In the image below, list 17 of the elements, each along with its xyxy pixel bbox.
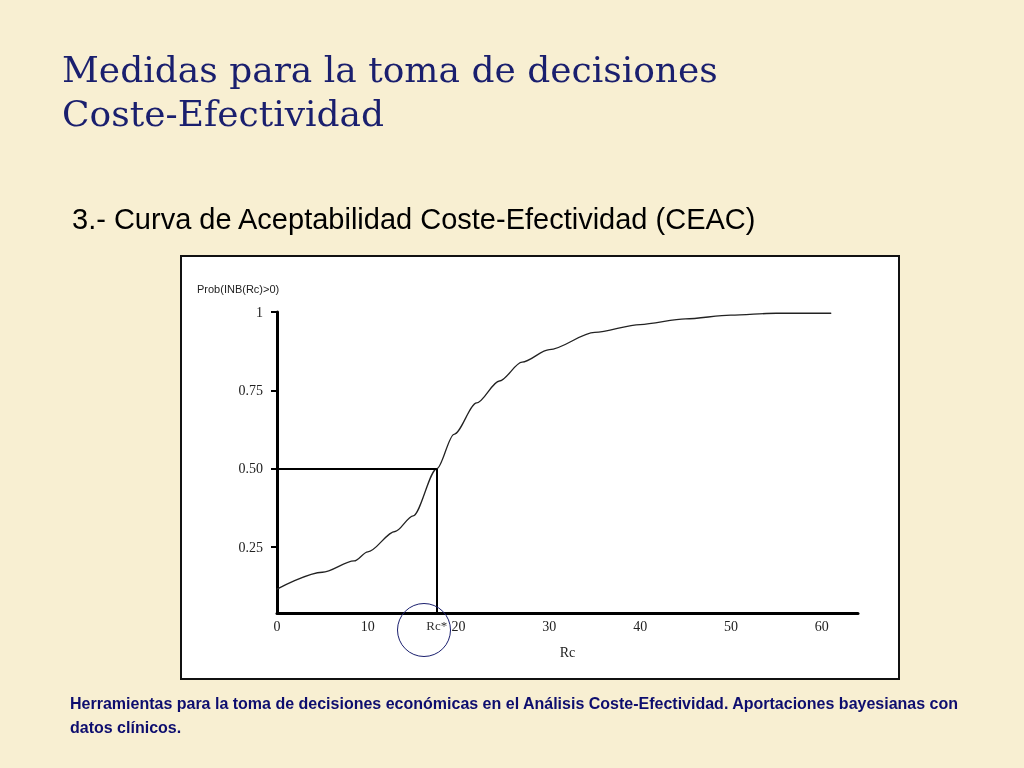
y-axis-title: Prob(INB(Rc)>0)	[197, 282, 280, 295]
chart-title: Medidas para la toma de decisiones Coste-Efectividad	[62, 48, 718, 136]
x-tick-label: 0	[273, 618, 281, 634]
y-tick-label: 0.50	[238, 461, 263, 477]
text: Herramientas para la toma de decisiones económicas en el Análisis Coste-Efectividad. Aportaciones bayesianas con datos clínicos.	[70, 694, 960, 738]
y-tick-label: 1	[256, 304, 263, 320]
x-tick-label: 30	[542, 618, 557, 634]
ref-line-label: Rc*	[426, 618, 448, 633]
x-tick-label: 50	[723, 618, 738, 634]
y-tick-label: 0.25	[238, 539, 263, 555]
x-tick-label: 20	[451, 618, 466, 634]
x-tick-label: 10	[360, 618, 375, 634]
y-tick-label: 0.75	[238, 382, 263, 398]
x-axis-title: Rc	[559, 644, 576, 660]
x-tick-label: 60	[814, 618, 829, 634]
x-tick-label: 40	[633, 618, 648, 634]
chart-subtitle: 3.- Curva de Aceptabilidad Coste-Efectividad (CEAC)	[72, 203, 756, 236]
